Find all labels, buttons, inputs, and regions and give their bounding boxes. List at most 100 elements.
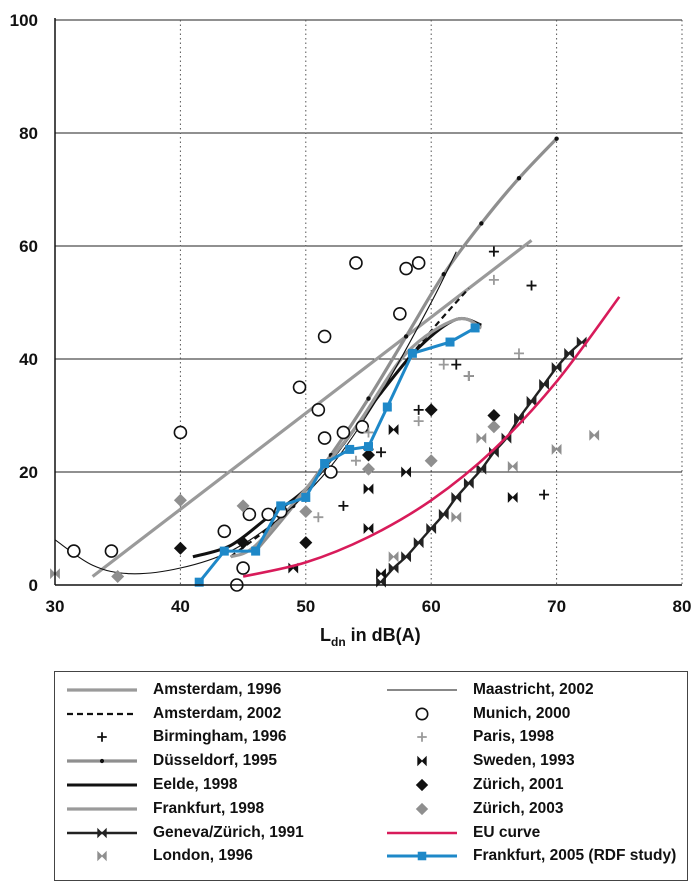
legend-label: Munich, 2000 [473,704,571,722]
data-point-munich-2000 [292,380,307,395]
data-point-geneva-z-rich-1991 [476,463,487,475]
legend-symbol [417,732,427,743]
data-point-munich-2000 [336,425,351,440]
data-point-london-1996 [476,432,487,444]
x-axis-label: Ldn in dB(A) [320,625,421,649]
series-line-frankfurt-2005-rdf-study [198,326,476,584]
data-point-z-rich-2001 [173,541,187,555]
legend-label: Zürich, 2001 [473,776,564,794]
series-d-sseldorf-1995 [253,136,559,554]
legend-marker [417,852,427,861]
legend-symbol [97,851,107,862]
data-point-frankfurt-2005-rdf-study [219,546,229,556]
legend-symbol [417,756,427,767]
data-point-paris-1998 [313,512,324,523]
legend-marker [415,802,429,816]
legend-label: Maastricht, 2002 [473,680,594,698]
data-point-frankfurt-2005-rdf-study [301,492,311,502]
data-point-frankfurt-2005-rdf-study [320,459,330,469]
x-axis-label-main: L [320,625,331,645]
legend-label: Sweden, 1993 [473,752,575,770]
data-point-geneva-z-rich-1991 [539,378,549,390]
data-point-frankfurt-2005-rdf-study [251,546,261,556]
axes: 0 20 40 60 80 100 30 40 50 60 70 80 [10,11,692,616]
legend-column-right: Maastricht, 2002 Munich, 2000 Paris, 1998 S… [383,678,676,868]
data-point-d-sseldorf-1995 [554,136,559,141]
legend-item-eu-curve: EU curve [383,821,676,845]
data-point-frankfurt-2005-rdf-study [407,348,417,358]
legend-symbol [415,707,429,721]
data-point-sweden-1993 [363,483,374,495]
legend-marker [97,851,107,862]
data-point-d-sseldorf-1995 [516,176,522,181]
data-point-munich-2000 [399,261,413,276]
data-point-london-1996 [507,460,518,472]
data-point-frankfurt-2005-rdf-study [364,442,373,452]
legend-label: Amsterdam, 1996 [153,680,282,698]
data-point-frankfurt-2005-rdf-study [445,337,455,347]
legend-item-z-rich-2003: Zürich, 2003 [383,797,676,821]
legend-item-munich-2000: Munich, 2000 [383,702,676,726]
grid [55,19,683,585]
legend-symbol [67,712,137,715]
series-z-rich-2001 [173,403,501,555]
data-point-d-sseldorf-1995 [366,396,371,401]
legend-symbol [415,802,429,816]
data-point-london-1996 [388,551,399,563]
legend-item-frankfurt-2005-rdf-study: Frankfurt, 2005 (RDF study) [383,845,676,869]
data-point-munich-2000 [217,524,232,539]
data-point-sweden-1993 [376,568,386,580]
legend-label: Frankfurt, 2005 (RDF study) [473,847,677,865]
legend-label: Frankfurt, 1998 [153,799,265,817]
data-point-z-rich-2001 [299,536,313,550]
legend-item-d-sseldorf-1995: Düsseldorf, 1995 [63,749,304,773]
data-point-z-rich-2003 [236,499,250,513]
data-point-z-rich-2003 [173,493,187,507]
legend-item-sweden-1993: Sweden, 1993 [383,749,676,773]
legend-label: Geneva/Zürich, 1991 [153,823,304,841]
data-point-z-rich-2001 [424,403,438,417]
legend-label: Düsseldorf, 1995 [153,752,278,770]
legend-marker [417,732,427,743]
legend-label: Amsterdam, 2002 [153,704,282,722]
data-point-munich-2000 [349,256,363,270]
legend-symbol [387,831,457,834]
data-point-geneva-z-rich-1991 [526,395,537,407]
y-tick-label: 0 [29,576,38,595]
y-tick-label: 100 [10,11,38,30]
legend-item-birmingham-1996: Birmingham, 1996 [63,726,304,750]
data-point-geneva-z-rich-1991 [413,537,424,549]
legend-marker [415,707,429,721]
legend-symbol [67,688,137,692]
data-point-geneva-z-rich-1991 [551,362,562,373]
data-point-munich-2000 [104,544,119,558]
data-point-z-rich-2003 [299,505,313,519]
data-point-munich-2000 [173,425,188,440]
data-point-paris-1998 [363,427,374,438]
data-point-munich-2000 [67,544,81,558]
series-line-maastricht-2002 [54,251,457,575]
data-point-munich-2000 [411,256,426,270]
data-point-z-rich-2001 [487,409,501,422]
chart: 0 20 40 60 80 100 30 40 50 60 70 80 Ldn in dB(A) [10,11,692,649]
data-point-z-rich-2003 [362,462,375,476]
data-point-paris-1998 [438,359,449,370]
data-point-paris-1998 [488,274,499,285]
data-point-z-rich-2003 [424,454,438,468]
data-point-munich-2000 [355,419,370,434]
legend-symbol [387,689,457,691]
legend-marker [97,827,107,838]
data-point-birmingham-1996 [488,246,499,257]
data-point-london-1996 [589,429,600,441]
series-line-eu-curve [242,296,621,578]
legend-label: London, 1996 [153,847,253,865]
legend-item-london-1996: London, 1996 [63,845,304,869]
legend-item-frankfurt-1998: Frankfurt, 1998 [63,797,304,821]
data-point-paris-1998 [350,455,361,466]
legend-symbol [415,778,429,792]
plot-area [50,136,621,592]
legend-label: Birmingham, 1996 [153,728,287,746]
data-point-birmingham-1996 [413,404,424,415]
legend-label: EU curve [473,823,541,841]
data-point-geneva-z-rich-1991 [401,551,412,563]
